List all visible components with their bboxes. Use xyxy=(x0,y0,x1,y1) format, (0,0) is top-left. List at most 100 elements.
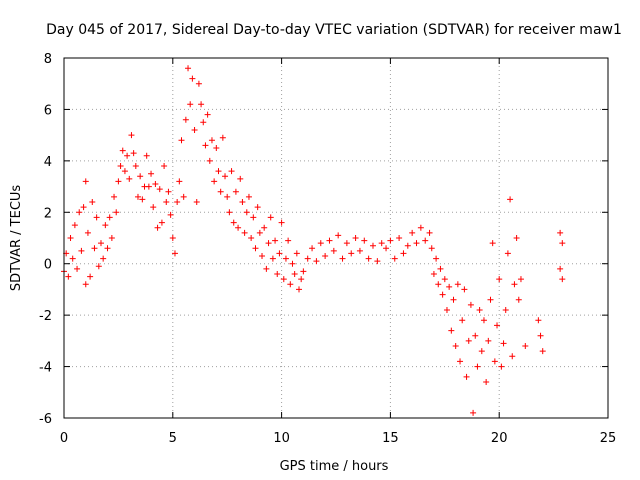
data-point xyxy=(165,188,172,195)
data-point xyxy=(272,237,279,244)
data-point xyxy=(228,168,235,175)
data-point xyxy=(256,229,263,236)
data-point xyxy=(195,80,202,87)
data-point xyxy=(132,163,139,169)
data-point xyxy=(91,245,98,252)
data-point xyxy=(539,348,546,355)
data-point xyxy=(507,196,514,203)
data-point xyxy=(504,250,511,257)
data-point xyxy=(104,245,111,252)
data-point xyxy=(515,296,522,303)
data-point xyxy=(472,332,479,339)
data-point xyxy=(137,173,144,180)
y-tick-label: -4 xyxy=(39,361,52,376)
data-point xyxy=(78,247,85,254)
data-point xyxy=(232,188,239,195)
data-point xyxy=(193,199,200,205)
data-point xyxy=(113,209,120,216)
data-point xyxy=(80,204,87,211)
data-point xyxy=(69,255,76,262)
data-point xyxy=(470,409,477,416)
data-point xyxy=(296,286,303,293)
data-point xyxy=(204,111,211,118)
data-point xyxy=(119,147,126,154)
data-point xyxy=(489,240,496,247)
data-point xyxy=(163,199,170,205)
x-tick-label: 10 xyxy=(273,431,290,446)
data-point xyxy=(474,363,481,370)
data-point xyxy=(487,296,494,303)
data-point xyxy=(330,247,337,254)
data-point xyxy=(535,317,542,324)
data-point xyxy=(378,240,385,247)
data-point xyxy=(322,253,329,259)
data-point xyxy=(213,145,220,151)
data-point xyxy=(467,301,474,308)
data-point xyxy=(433,255,440,262)
data-point xyxy=(106,214,113,221)
data-point xyxy=(491,358,498,365)
data-point xyxy=(522,343,529,349)
data-point xyxy=(509,353,516,360)
data-point xyxy=(97,240,104,247)
data-point xyxy=(293,250,300,257)
data-point xyxy=(269,255,276,262)
data-point xyxy=(557,229,564,236)
data-point xyxy=(276,250,283,257)
data-point xyxy=(502,307,509,313)
x-tick-label: 25 xyxy=(600,431,617,446)
y-tick-label: 2 xyxy=(44,206,52,221)
x-axis-label: GPS time / hours xyxy=(280,459,389,474)
x-tick-label: 20 xyxy=(491,431,508,446)
data-point xyxy=(494,322,501,329)
data-point xyxy=(457,358,464,365)
data-point xyxy=(171,250,178,257)
data-point xyxy=(148,170,155,177)
data-point xyxy=(289,260,296,267)
data-point xyxy=(280,276,287,283)
data-point xyxy=(437,265,444,272)
data-point xyxy=(124,152,131,159)
data-point xyxy=(161,163,168,169)
data-point xyxy=(454,281,461,288)
data-point xyxy=(391,255,398,262)
data-point xyxy=(211,178,218,185)
data-point xyxy=(387,237,394,244)
data-point xyxy=(237,175,244,182)
data-point xyxy=(428,245,435,252)
data-point xyxy=(87,273,94,280)
data-point xyxy=(500,340,507,347)
y-axis-label: SDTVAR / TECUs xyxy=(9,185,24,292)
data-point xyxy=(178,137,185,144)
data-point xyxy=(152,181,159,187)
data-point xyxy=(400,250,407,257)
data-point xyxy=(182,116,189,123)
data-point xyxy=(365,255,372,262)
data-point xyxy=(245,193,252,200)
data-point xyxy=(559,240,566,247)
y-tick-label: 4 xyxy=(44,155,52,170)
x-tick-label: 5 xyxy=(169,431,177,446)
data-point xyxy=(450,296,457,303)
data-point xyxy=(100,255,107,262)
data-point xyxy=(441,276,448,283)
grid xyxy=(64,58,608,418)
data-point xyxy=(117,163,124,169)
data-point xyxy=(89,199,96,205)
data-point xyxy=(254,204,261,211)
data-point xyxy=(126,175,133,182)
data-point xyxy=(361,237,368,244)
data-point xyxy=(121,168,128,175)
data-point xyxy=(409,229,416,236)
data-point xyxy=(71,222,78,229)
data-point xyxy=(278,219,285,226)
data-point xyxy=(291,271,298,277)
data-point xyxy=(267,214,274,221)
data-point xyxy=(452,343,459,349)
chart-title: Day 045 of 2017, Sidereal Day-to-day VTE… xyxy=(46,22,622,38)
y-tick-label: -6 xyxy=(39,412,52,427)
data-point xyxy=(517,276,524,283)
data-point xyxy=(230,219,237,226)
data-point xyxy=(111,193,118,200)
